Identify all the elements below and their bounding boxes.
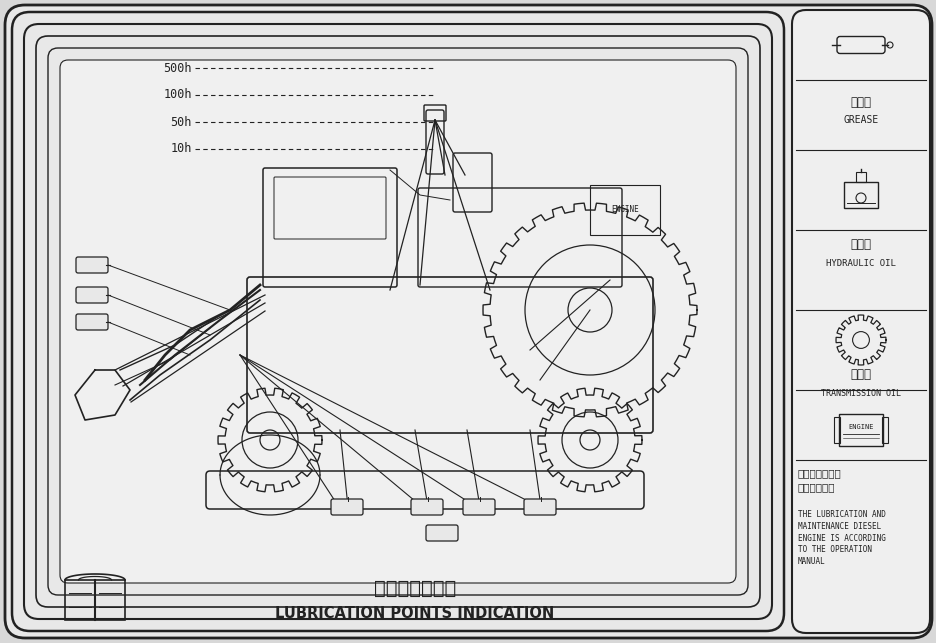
Text: 50h: 50h [170,116,192,129]
Bar [65,580,95,620]
FancyBboxPatch shape [330,499,362,515]
FancyBboxPatch shape [791,10,929,633]
FancyBboxPatch shape [411,499,443,515]
FancyBboxPatch shape [462,499,494,515]
FancyBboxPatch shape [523,499,555,515]
Bar [833,417,839,443]
Text: THE LUBRICATION AND
MAINTENANCE DIESEL
ENGINE IS ACCORDING
TO THE OPERATION
MANU: THE LUBRICATION AND MAINTENANCE DIESEL E… [797,510,885,566]
FancyBboxPatch shape [76,314,108,330]
FancyBboxPatch shape [76,257,108,273]
FancyBboxPatch shape [76,287,108,303]
Text: GREASE: GREASE [842,115,878,125]
Bar [843,182,877,208]
FancyBboxPatch shape [60,60,735,583]
Text: ENGINE: ENGINE [610,206,638,215]
Text: ENGINE: ENGINE [847,424,872,430]
Bar [838,414,882,446]
Bar [881,417,887,443]
FancyBboxPatch shape [5,5,931,638]
Bar [590,185,659,235]
FancyBboxPatch shape [426,525,458,541]
Text: 100h: 100h [163,89,192,102]
Text: HYDRAULIC OIL: HYDRAULIC OIL [826,258,895,267]
Text: 传动油: 传动油 [850,368,870,381]
Text: TRANSMISSION OIL: TRANSMISSION OIL [820,388,900,397]
Text: LUBRICATION POINTS INDICATION: LUBRICATION POINTS INDICATION [275,606,554,620]
Text: 10h: 10h [170,143,192,156]
Text: 500h: 500h [163,62,192,75]
Bar [95,580,124,620]
Text: 润滑脂: 润滑脂 [850,96,870,109]
Text: 液压油: 液压油 [850,239,870,251]
Bar [856,172,865,182]
Text: 发动机按使用说
明书进行保养: 发动机按使用说 明书进行保养 [797,468,841,492]
Text: 润滑位置示意图: 润滑位置示意图 [373,579,456,597]
